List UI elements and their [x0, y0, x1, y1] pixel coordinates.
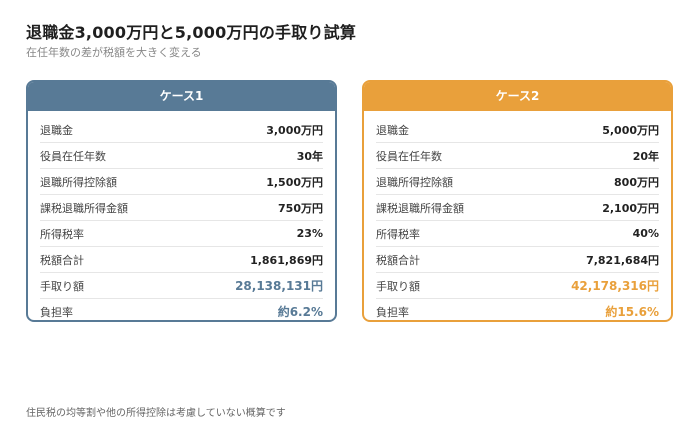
row-label: 課税退職所得金額	[376, 201, 464, 215]
case1-rows: 退職金 3,000万円 役員在任年数 30年 退職所得控除額 1,500万円 課…	[28, 111, 335, 320]
row-label: 役員在任年数	[376, 149, 442, 163]
footnote: 住民税の均等割や他の所得控除は考慮していない概算です	[26, 408, 286, 419]
row-value: 20年	[632, 149, 659, 163]
row-label: 退職金	[40, 123, 73, 137]
case2-card: ケース2 退職金 5,000万円 役員在任年数 20年 退職所得控除額 800万…	[362, 80, 673, 322]
table-row: 所得税率 40%	[376, 221, 659, 247]
takehome-value: 28,138,131円	[235, 279, 323, 293]
table-row: 負担率 約15.6%	[376, 299, 659, 320]
row-value: 1,500万円	[266, 175, 323, 189]
table-row: 負担率 約6.2%	[40, 299, 323, 320]
table-row: 税額合計 1,861,869円	[40, 247, 323, 273]
row-value: 1,861,869円	[250, 253, 323, 267]
takehome-value: 42,178,316円	[571, 279, 659, 293]
row-value: 7,821,684円	[586, 253, 659, 267]
page-title: 退職金3,000万円と5,000万円の手取り試算	[26, 23, 357, 42]
row-value: 5,000万円	[602, 123, 659, 137]
row-value: 2,100万円	[602, 201, 659, 215]
case1-card: ケース1 退職金 3,000万円 役員在任年数 30年 退職所得控除額 1,50…	[26, 80, 337, 322]
case2-header: ケース2	[364, 82, 671, 111]
row-label: 手取り額	[40, 279, 84, 293]
table-row: 役員在任年数 20年	[376, 143, 659, 169]
table-row: 役員在任年数 30年	[40, 143, 323, 169]
row-label: 退職所得控除額	[40, 175, 117, 189]
row-label: 所得税率	[376, 227, 420, 241]
row-value: 3,000万円	[266, 123, 323, 137]
row-label: 税額合計	[376, 253, 420, 267]
row-label: 税額合計	[40, 253, 84, 267]
row-label: 退職金	[376, 123, 409, 137]
case2-rows: 退職金 5,000万円 役員在任年数 20年 退職所得控除額 800万円 課税退…	[364, 111, 671, 320]
table-row: 手取り額 42,178,316円	[376, 273, 659, 299]
table-row: 退職金 5,000万円	[376, 117, 659, 143]
row-label: 退職所得控除額	[376, 175, 453, 189]
row-label: 手取り額	[376, 279, 420, 293]
row-value: 30年	[296, 149, 323, 163]
row-value: 800万円	[614, 175, 659, 189]
row-label: 負担率	[40, 305, 73, 319]
table-row: 退職所得控除額 1,500万円	[40, 169, 323, 195]
row-label: 所得税率	[40, 227, 84, 241]
row-value: 23%	[296, 227, 323, 240]
table-row: 退職金 3,000万円	[40, 117, 323, 143]
burden-rate-value: 約6.2%	[277, 305, 323, 319]
page-subtitle: 在任年数の差が税額を大きく変える	[26, 46, 202, 59]
burden-rate-value: 約15.6%	[605, 305, 659, 319]
table-row: 課税退職所得金額 750万円	[40, 195, 323, 221]
table-row: 手取り額 28,138,131円	[40, 273, 323, 299]
row-label: 負担率	[376, 305, 409, 319]
row-label: 役員在任年数	[40, 149, 106, 163]
row-label: 課税退職所得金額	[40, 201, 128, 215]
case1-header: ケース1	[28, 82, 335, 111]
row-value: 40%	[632, 227, 659, 240]
table-row: 所得税率 23%	[40, 221, 323, 247]
table-row: 税額合計 7,821,684円	[376, 247, 659, 273]
table-row: 課税退職所得金額 2,100万円	[376, 195, 659, 221]
row-value: 750万円	[278, 201, 323, 215]
table-row: 退職所得控除額 800万円	[376, 169, 659, 195]
